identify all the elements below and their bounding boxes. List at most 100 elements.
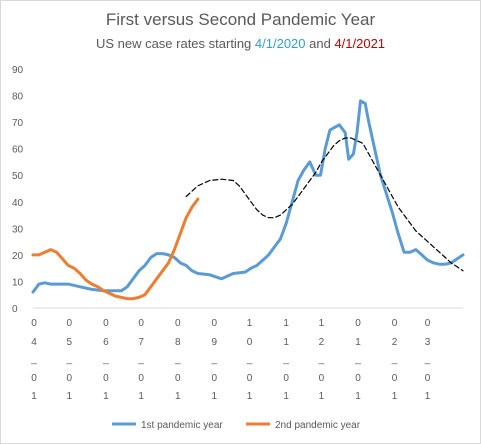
series-line-2nd-year [31, 197, 200, 301]
x-tick-char: 0 [175, 318, 181, 329]
x-tick-char: 0 [211, 373, 217, 384]
y-tick-label: 0 [12, 304, 18, 315]
x-tick-char: 0 [103, 373, 109, 384]
x-tick-char: _ [210, 354, 217, 365]
y-tick-label: 50 [12, 171, 24, 182]
x-tick-label: 1 0 _ 0 1 [246, 318, 253, 402]
x-tick-char: 4 [31, 337, 37, 348]
x-tick-char: 1 [103, 391, 109, 402]
subtitle-date-second: 4/1/2021 [334, 36, 386, 51]
x-tick-char: 3 [425, 337, 431, 348]
x-tick-char: 0 [31, 318, 37, 329]
x-tick-char: 0 [31, 373, 37, 384]
subtitle-middle: and [305, 36, 335, 51]
x-tick-char: 1 [319, 391, 325, 402]
x-tick-char: 0 [392, 318, 398, 329]
x-tick-char: _ [318, 354, 325, 365]
subtitle-date-first: 4/1/2020 [254, 36, 306, 51]
x-tick-char: 0 [319, 373, 325, 384]
x-tick-char: 1 [247, 318, 253, 329]
x-tick-char: 1 [138, 391, 144, 402]
series-line-trend [185, 137, 464, 272]
x-tick-char: 8 [175, 337, 181, 348]
y-tick-label: 10 [12, 277, 24, 288]
x-tick-char: 0 [103, 318, 109, 329]
y-tick-label: 20 [12, 251, 24, 262]
x-tick-char: 0 [392, 373, 398, 384]
legend-item: 2nd pandemic year [246, 420, 361, 431]
legend: 1st pandemic year 2nd pandemic year [112, 420, 361, 431]
x-tick-char: 0 [175, 373, 181, 384]
legend-item: 1st pandemic year [112, 420, 223, 431]
y-tick-label: 80 [12, 92, 24, 103]
x-tick-char: _ [66, 354, 73, 365]
x-tick-label: 0 6 _ 0 1 [102, 318, 109, 402]
y-tick-label: 60 [12, 145, 24, 156]
x-tick-char: 1 [355, 391, 361, 402]
x-tick-char: 6 [103, 337, 109, 348]
x-tick-char: 1 [67, 391, 73, 402]
x-tick-char: _ [102, 354, 109, 365]
x-tick-char: 0 [67, 318, 73, 329]
x-tick-char: 9 [211, 337, 217, 348]
x-tick-char: _ [391, 354, 398, 365]
y-tick-label: 40 [12, 198, 24, 209]
y-axis: 0 10 20 30 40 50 60 70 80 90 [12, 65, 24, 315]
x-tick-label: 0 3 _ 0 1 [424, 318, 431, 402]
x-tick-char: 0 [211, 318, 217, 329]
x-tick-char: 1 [247, 391, 253, 402]
x-tick-char: 7 [138, 337, 144, 348]
x-tick-char: 1 [355, 337, 361, 348]
x-tick-char: 1 [175, 391, 181, 402]
x-tick-char: 1 [283, 318, 289, 329]
x-tick-char: _ [30, 354, 37, 365]
x-tick-char: _ [174, 354, 181, 365]
x-tick-char: 1 [283, 337, 289, 348]
x-tick-char: _ [424, 354, 431, 365]
x-tick-label: 1 1 _ 0 1 [282, 318, 289, 402]
x-tick-char: 2 [319, 337, 325, 348]
x-tick-char: 1 [31, 391, 37, 402]
legend-label: 2nd pandemic year [275, 420, 361, 431]
x-tick-char: 1 [425, 391, 431, 402]
x-tick-char: 0 [425, 318, 431, 329]
x-tick-label: 0 8 _ 0 1 [174, 318, 181, 402]
x-tick-label: 0 5 _ 0 1 [66, 318, 73, 402]
legend-label: 1st pandemic year [141, 420, 223, 431]
x-tick-char: 0 [138, 318, 144, 329]
x-tick-char: _ [282, 354, 289, 365]
x-tick-char: 0 [247, 337, 253, 348]
x-tick-label: 0 4 _ 0 1 [30, 318, 37, 402]
x-tick-char: 1 [211, 391, 217, 402]
x-tick-char: 0 [247, 373, 253, 384]
x-tick-char: 0 [283, 373, 289, 384]
x-tick-label: 0 9 _ 0 1 [210, 318, 217, 402]
chart-subtitle: US new case rates starting 4/1/2020 and … [0, 36, 481, 51]
chart-title: First versus Second Pandemic Year [105, 10, 376, 29]
x-tick-char: _ [246, 354, 253, 365]
x-tick-label: 0 1 _ 0 1 [354, 318, 361, 402]
subtitle-prefix: US new case rates starting [95, 36, 255, 51]
y-tick-label: 30 [12, 224, 24, 235]
x-tick-label: 0 2 _ 0 1 [391, 318, 398, 402]
x-tick-char: 0 [355, 318, 361, 329]
x-tick-char: _ [137, 354, 144, 365]
x-tick-label: 1 2 _ 0 1 [318, 318, 325, 402]
x-axis: 04_0105_0106_0107_0108_0109_0110_0111_01… [30, 307, 463, 402]
x-tick-char: 0 [355, 373, 361, 384]
series-line-1st-year [31, 99, 465, 294]
x-tick-char: 0 [138, 373, 144, 384]
x-tick-char: 1 [319, 318, 325, 329]
x-tick-char: 1 [283, 391, 289, 402]
x-tick-char: _ [354, 354, 361, 365]
x-tick-char: 0 [67, 373, 73, 384]
y-tick-label: 70 [12, 118, 24, 129]
x-tick-char: 5 [67, 337, 73, 348]
x-tick-label: 0 7 _ 0 1 [137, 318, 144, 402]
x-tick-char: 1 [392, 391, 398, 402]
y-tick-label: 90 [12, 65, 24, 76]
series-layer [31, 99, 465, 301]
x-tick-char: 0 [425, 373, 431, 384]
